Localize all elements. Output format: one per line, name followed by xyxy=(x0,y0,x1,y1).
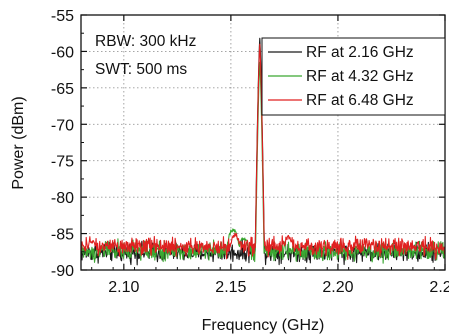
x-axis-label: Frequency (GHz) xyxy=(202,317,325,334)
x-tick-label: 2.20 xyxy=(322,279,353,296)
y-tick-label: -65 xyxy=(51,81,74,98)
legend-label-series-1: RF at 2.16 GHz xyxy=(306,44,414,61)
y-tick-label: -85 xyxy=(51,227,74,244)
y-tick-label: -75 xyxy=(51,154,74,171)
annotation-rbw: RBW: 300 kHz xyxy=(95,33,196,50)
y-tick-label: -60 xyxy=(51,44,74,61)
x-tick-label: 2.10 xyxy=(108,279,139,296)
annotation-swt: SWT: 500 ms xyxy=(95,61,187,78)
y-tick-label: -90 xyxy=(51,263,74,280)
y-tick-label: -70 xyxy=(51,117,74,134)
axis-ticks: 2.10 2.15 2.20 2.25 -90 -85 -80 -75 -70 -65 -60 -55 xyxy=(51,8,449,296)
series-lines xyxy=(81,37,445,266)
y-tick-label: -55 xyxy=(51,8,74,25)
x-tick-label: 2.25 xyxy=(429,279,449,296)
series-line-3 xyxy=(81,43,445,260)
y-tick-label: -80 xyxy=(51,190,74,207)
grid-lines xyxy=(81,15,445,270)
x-tick-label: 2.15 xyxy=(215,279,246,296)
y-axis-label: Power (dBm) xyxy=(10,96,27,189)
legend: RF at 2.16 GHz RF at 4.32 GHz RF at 6.48… xyxy=(261,37,446,116)
legend-label-series-2: RF at 4.32 GHz xyxy=(306,68,414,85)
legend-label-series-3: RF at 6.48 GHz xyxy=(306,92,414,109)
